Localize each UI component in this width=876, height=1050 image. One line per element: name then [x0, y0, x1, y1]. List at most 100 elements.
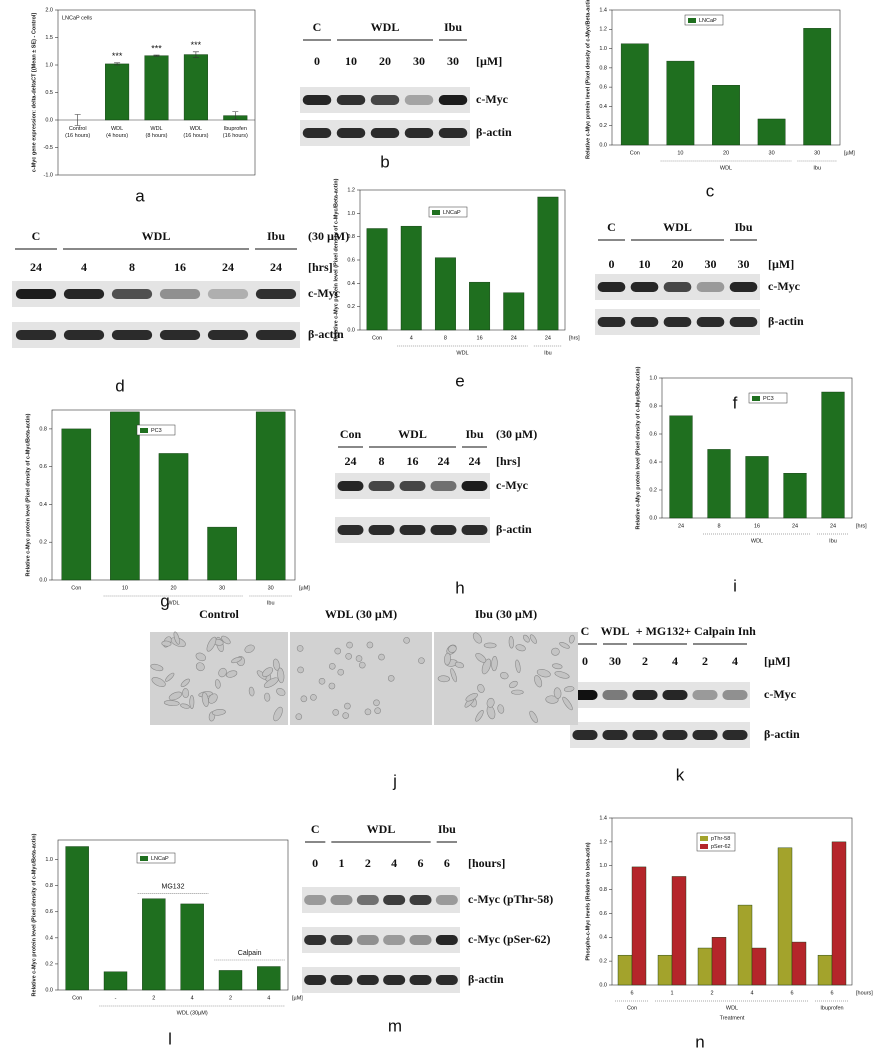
group-label: WDL — [601, 624, 630, 638]
lane-label: 30 — [447, 54, 459, 68]
cell — [244, 644, 255, 653]
group-label: C — [607, 220, 616, 234]
blot-band — [602, 690, 628, 700]
legend-label: PC3 — [151, 428, 162, 434]
row-label: c-Myc — [496, 478, 529, 492]
group-label: Ibu — [267, 600, 275, 606]
group-label: WDL — [456, 350, 468, 356]
group-label: C — [313, 20, 322, 34]
group-label: WDL — [751, 538, 763, 544]
x-tick-label: 30 — [219, 585, 225, 591]
cell — [500, 671, 509, 680]
y-tick-label: 0.6 — [599, 911, 607, 917]
cell — [553, 687, 562, 699]
blot-band — [207, 289, 249, 299]
blot-strip — [12, 281, 300, 307]
bar — [537, 196, 559, 331]
lane-label: 4 — [672, 654, 678, 668]
row-label: c-Myc — [764, 687, 797, 701]
cell — [273, 706, 283, 722]
blot-band — [337, 481, 364, 491]
group-label: C — [32, 229, 41, 243]
bar — [697, 947, 713, 986]
cell — [373, 699, 380, 707]
blot-band — [435, 975, 458, 985]
legend-label: LNCaP — [151, 856, 169, 862]
blot-band — [63, 289, 105, 299]
bar — [821, 391, 845, 519]
y-tick-label: -1.0 — [44, 172, 53, 178]
row-label: c-Myc (pSer-62) — [468, 932, 551, 946]
legend-label: pSer-62 — [711, 844, 731, 850]
lane-label: 4 — [391, 856, 397, 870]
bar — [817, 954, 833, 986]
blot-band — [409, 975, 432, 985]
lane-label: 0 — [314, 54, 320, 68]
x-tick-label: Ibuprofen (16 hours) — [223, 126, 248, 139]
cell — [295, 713, 303, 720]
y-tick-label: 0.8 — [45, 883, 53, 889]
lane-label: 0 — [609, 257, 615, 271]
error-bar — [192, 51, 199, 58]
x-tick-label: 6 — [630, 990, 633, 996]
error-bar — [232, 111, 239, 120]
cell — [364, 708, 372, 716]
x-axis-label: Treatment — [720, 1015, 745, 1021]
unit-label: [hours] — [468, 856, 505, 870]
cell — [337, 668, 345, 676]
x-tick-label: 2 — [152, 995, 155, 1001]
bar — [158, 453, 189, 581]
blot-band — [729, 282, 758, 292]
row-label: c-Myc — [476, 92, 509, 106]
y-tick-label: 0.4 — [599, 104, 607, 110]
blot-band — [404, 95, 434, 105]
blot-band — [630, 317, 659, 327]
lane-label: 30 — [609, 654, 621, 668]
y-tick-label: 0.4 — [39, 502, 47, 508]
blot-band — [696, 282, 725, 292]
blot-band — [435, 935, 458, 945]
row-label: β-actin — [496, 522, 532, 536]
label-line: (16 hours) — [65, 133, 90, 139]
y-tick-label: 0.2 — [599, 959, 607, 965]
lane-label: 10 — [345, 54, 357, 68]
x-tick-label: Con — [630, 150, 640, 156]
y-axis-label: Relative c-Myc protein level (Pixel dens… — [25, 413, 31, 576]
blot-band — [461, 525, 488, 535]
panel-letter: k — [676, 765, 685, 784]
cell — [378, 653, 385, 661]
bar — [65, 846, 89, 991]
lane-label: 8 — [129, 260, 135, 274]
bar — [757, 118, 786, 146]
panel-letter: d — [115, 376, 124, 395]
label-line: (16 hours) — [183, 133, 208, 139]
blot-band — [368, 481, 395, 491]
bar — [631, 866, 647, 986]
legend-label: LNCaP — [443, 210, 461, 216]
blot-band — [663, 317, 692, 327]
cell — [358, 661, 366, 669]
bar — [61, 428, 92, 581]
cell — [515, 644, 526, 652]
blot-band — [159, 330, 201, 340]
cell — [568, 634, 575, 644]
lane-label: 4 — [81, 260, 87, 274]
blot-band — [662, 730, 688, 740]
cell — [195, 662, 205, 672]
blot-band — [383, 935, 406, 945]
bar — [103, 971, 128, 991]
group-label: Ibu — [465, 427, 483, 441]
cell — [345, 653, 352, 660]
cell — [262, 667, 274, 677]
annotation: *** — [151, 43, 162, 53]
legend-swatch — [140, 428, 148, 433]
cell — [264, 692, 271, 702]
group-label: WDL — [720, 165, 732, 171]
cell — [508, 636, 514, 649]
y-tick-label: 1.0 — [347, 211, 355, 217]
cell — [534, 675, 543, 688]
cell — [277, 667, 285, 684]
blot-band — [722, 730, 748, 740]
y-tick-label: 0.2 — [39, 540, 47, 546]
legend-label: LNCaP — [699, 18, 717, 24]
